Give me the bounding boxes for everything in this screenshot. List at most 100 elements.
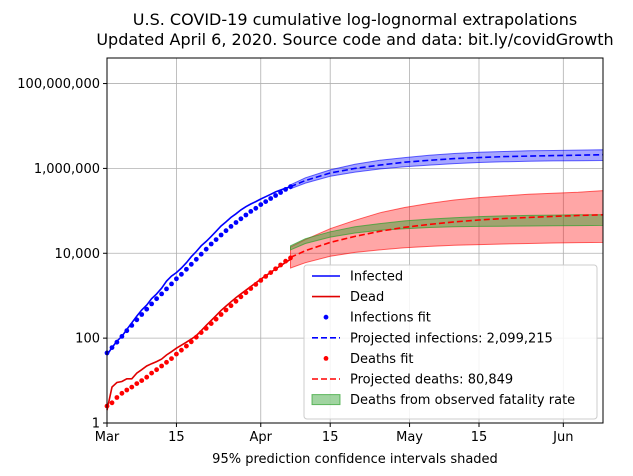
data-point [188, 339, 194, 345]
data-point [208, 321, 214, 326]
data-point [263, 199, 269, 205]
data-point [179, 271, 184, 277]
confidence-bands [290, 149, 604, 269]
data-point [169, 281, 174, 287]
data-point [278, 190, 283, 195]
x-tick-label: 15 [168, 430, 185, 445]
data-point [129, 384, 135, 390]
data-point [144, 306, 150, 312]
data-point [233, 220, 239, 225]
legend-label: Projected deaths: 80,849 [350, 373, 513, 388]
data-point [119, 334, 125, 339]
data-point [154, 296, 160, 302]
data-point [268, 196, 274, 201]
data-point [179, 347, 184, 353]
data-point [174, 351, 179, 357]
data-point [218, 312, 224, 317]
data-point [188, 261, 194, 267]
data-point [228, 303, 234, 309]
legend-label: Projected infections: 2,099,215 [350, 331, 553, 346]
x-tick-label: May [396, 430, 423, 445]
data-point [184, 266, 189, 272]
series-dashed-line-3 [290, 153, 604, 188]
data-point [134, 317, 140, 323]
x-tick-label: Apr [250, 430, 273, 445]
data-point [154, 367, 160, 373]
data-point [114, 339, 120, 345]
data-point [263, 274, 269, 279]
legend-key-point [323, 314, 329, 320]
legend-key-fill [311, 394, 341, 406]
series-line-0 [106, 185, 291, 356]
legend-label: Deaths from observed fatality rate [350, 393, 575, 408]
data-point [243, 212, 249, 218]
data-point [129, 323, 135, 328]
legend-label: Dead [350, 290, 384, 305]
series-dashed-line-5 [290, 214, 604, 259]
data-point [208, 241, 214, 247]
x-tick-label: 15 [322, 430, 339, 445]
x-tick-label: Mar [95, 430, 120, 445]
data-point [149, 301, 155, 307]
x-tick-label: 15 [471, 430, 488, 445]
chart-title-line-1: U.S. COVID-19 cumulative log-lognormal e… [133, 10, 577, 29]
data-point [149, 370, 155, 376]
legend: Infected Dead Infections fit Projected infe… [303, 264, 598, 420]
data-point [139, 378, 145, 383]
data-point [184, 343, 189, 349]
data-point [278, 262, 283, 268]
data-point [134, 381, 140, 386]
data-point [228, 224, 234, 229]
legend-label: Infected [350, 270, 403, 285]
legend-label: Deaths fit [350, 352, 414, 367]
y-tick-label: 100,000,000 [17, 77, 100, 92]
data-point [193, 256, 199, 262]
data-point [288, 255, 293, 261]
data-point [193, 334, 199, 340]
y-axis-ticks: 1 100 10,000 1,000,000 100,000,000 [17, 77, 107, 432]
legend-key-point [323, 356, 329, 361]
data-point [253, 205, 259, 211]
data-point [114, 395, 120, 400]
data-point [213, 316, 219, 322]
data-point [273, 266, 278, 272]
data-point [124, 328, 130, 334]
series-points [104, 184, 293, 409]
data-point [174, 276, 179, 282]
data-point [203, 246, 209, 252]
data-point [198, 330, 204, 335]
data-point [238, 294, 244, 300]
data-point [159, 363, 165, 369]
data-point [144, 374, 150, 380]
y-tick-label: 10,000 [55, 247, 101, 262]
data-point [218, 232, 224, 238]
data-point [288, 184, 293, 190]
y-tick-label: 100 [75, 332, 100, 347]
data-point [203, 326, 209, 331]
data-point [253, 282, 259, 287]
data-point [213, 237, 219, 243]
data-point [243, 290, 249, 296]
chart-title-line-2: Updated April 6, 2020. Source code and d… [96, 30, 613, 49]
data-point [258, 202, 264, 208]
data-point [233, 298, 239, 304]
data-point [119, 390, 125, 396]
data-point [283, 187, 288, 192]
legend-entries: Infected Dead Infections fit Projected infe… [311, 270, 575, 408]
y-tick-label: 1,000,000 [34, 162, 100, 177]
data-point [109, 345, 115, 350]
x-axis-ticks: Mar 15 Apr 15 May 15 Jun [95, 423, 573, 445]
x-tick-label: Jun [552, 430, 573, 445]
data-point [124, 387, 130, 393]
data-point [238, 216, 244, 222]
data-point [268, 270, 274, 275]
plot-frame [106, 57, 604, 424]
data-point [283, 258, 288, 264]
data-point [273, 193, 278, 198]
data-point [223, 228, 229, 234]
data-point [258, 278, 264, 283]
y-tick-label: 1 [92, 417, 100, 432]
legend-frame [303, 264, 598, 420]
data-point [198, 251, 204, 257]
